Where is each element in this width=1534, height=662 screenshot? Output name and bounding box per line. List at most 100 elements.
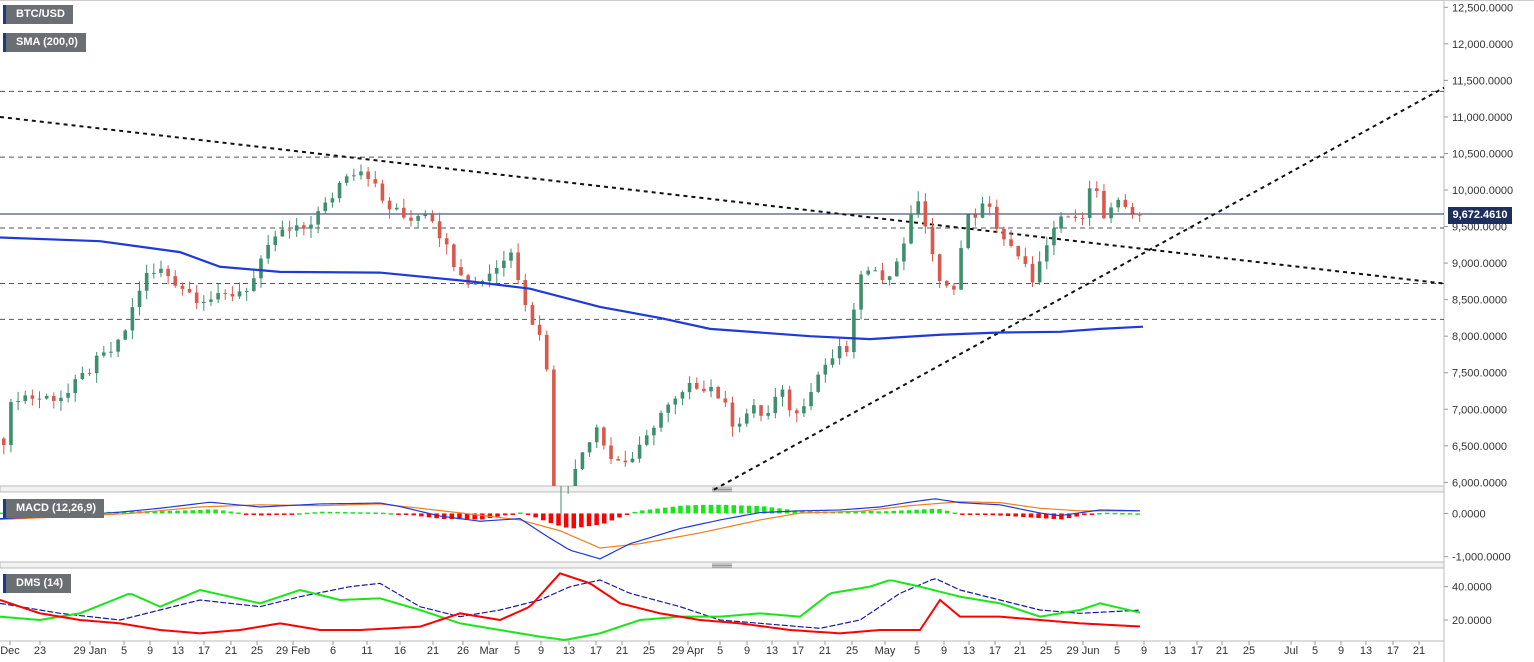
candle-up <box>94 355 99 374</box>
candle-up <box>16 401 20 403</box>
time-axis-label: 13 <box>963 645 975 657</box>
candle-up <box>580 452 585 469</box>
candle-up <box>666 404 670 413</box>
macd-histogram-bar-negative <box>586 513 592 527</box>
candle-up <box>680 392 685 399</box>
time-axis-label: 25 <box>846 645 858 657</box>
candle-up <box>480 281 485 283</box>
macd-histogram-bar-negative <box>998 513 1003 516</box>
macd-histogram-bar-positive <box>388 513 394 515</box>
candle-up <box>902 243 906 262</box>
macd-histogram-bar-positive <box>190 510 195 514</box>
macd-histogram-bar-positive <box>297 513 302 515</box>
time-axis-label: 13 <box>1164 645 1176 657</box>
candle-down <box>794 410 799 414</box>
candle-down <box>787 389 792 411</box>
candle-up <box>244 290 249 292</box>
candle-down <box>366 171 370 179</box>
candle-up <box>337 182 342 199</box>
macd-histogram-bar-positive <box>0 512 5 515</box>
candle-up <box>316 211 320 225</box>
time-axis-label: 17 <box>590 645 602 657</box>
candle-up <box>359 171 363 176</box>
macd-histogram-bar-negative <box>990 513 996 516</box>
price-axis-label: 7,000.0000 <box>1452 404 1507 416</box>
candle-up <box>773 396 778 414</box>
candle-down <box>609 445 613 459</box>
candle-down <box>387 200 392 210</box>
candle-down <box>459 267 463 276</box>
price-axis-label: 9,000.0000 <box>1452 258 1507 270</box>
price-axis-label: 12,000.0000 <box>1452 39 1513 51</box>
candle-down <box>530 305 535 325</box>
candle-up <box>852 309 856 353</box>
macd-histogram-bar-negative <box>1021 513 1026 517</box>
dms-panel[interactable] <box>0 572 1141 641</box>
symbol-label[interactable]: BTC/USD <box>3 5 73 24</box>
candle-down <box>880 270 885 281</box>
candle-down <box>180 285 185 289</box>
candle-up <box>1037 261 1042 283</box>
candle-up <box>487 273 492 282</box>
macd-histogram-bar-positive <box>350 512 356 514</box>
candle-up <box>473 281 478 285</box>
time-axis-label: 17 <box>989 645 1001 657</box>
price-axis-label: 10,500.0000 <box>1452 148 1513 160</box>
macd-histogram-bar-positive <box>952 512 957 515</box>
candle-down <box>466 275 470 285</box>
macd-histogram-bar-positive <box>891 510 897 514</box>
time-axis-label: 21 <box>1216 645 1228 657</box>
macd-histogram-bar-positive <box>701 504 706 514</box>
price-axis-label: 9,500.0000 <box>1452 222 1507 234</box>
macd-histogram-bar-positive <box>205 509 211 514</box>
macd-histogram-bar-positive <box>220 510 226 514</box>
candle-down <box>87 372 92 374</box>
macd-histogram-bar-positive <box>762 506 767 514</box>
macd-axis-label: -1,000.0000 <box>1452 552 1511 564</box>
time-axis-label: 11 <box>361 645 372 657</box>
time-axis-label: Mar <box>480 645 499 657</box>
candle-up <box>587 442 592 453</box>
candle-up <box>102 352 106 356</box>
macd-histogram-bar-positive <box>373 512 378 514</box>
sma-overlay-label[interactable]: SMA (200,0) <box>3 33 86 52</box>
macd-histogram-bar-positive <box>685 505 691 514</box>
candle-down <box>287 229 292 231</box>
dms-indicator-label[interactable]: DMS (14) <box>3 574 72 593</box>
candle-up <box>866 270 870 275</box>
time-axis-label: 9 <box>147 645 153 657</box>
price-panel[interactable] <box>0 86 1445 514</box>
time-axis-label: 21 <box>1413 645 1425 657</box>
candle-up <box>594 427 599 443</box>
time-axis-label: 25 <box>251 645 263 657</box>
candle-down <box>1094 188 1099 192</box>
candle-down <box>694 382 699 389</box>
candle-up <box>1059 216 1063 229</box>
candle-down <box>759 405 763 416</box>
adx-line <box>0 578 1141 629</box>
macd-histogram-bar-positive <box>358 512 363 514</box>
macd-histogram-bar-negative <box>556 513 561 526</box>
macd-histogram-bar-negative <box>510 513 516 515</box>
time-axis-label: 5 <box>514 645 520 657</box>
candle-down <box>516 252 520 281</box>
time-axis-label: 6 <box>330 645 336 657</box>
macd-panel[interactable] <box>0 498 1141 560</box>
candle-up <box>916 201 920 214</box>
candle-up <box>873 270 878 272</box>
macd-histogram-bar-positive <box>342 512 348 514</box>
candle-up <box>673 398 678 405</box>
candle-up <box>752 405 756 414</box>
candle-up <box>630 458 635 463</box>
candle-up <box>494 268 499 274</box>
macd-histogram-bar-negative <box>1028 513 1034 518</box>
macd-indicator-label[interactable]: MACD (12,26,9) <box>3 499 105 518</box>
macd-histogram-bar-positive <box>1120 512 1125 515</box>
candle-down <box>52 395 56 401</box>
candle-up <box>416 216 420 221</box>
candle-down <box>380 183 385 201</box>
candle-up <box>73 379 78 394</box>
macd-histogram-bar-positive <box>769 507 775 514</box>
candle-up <box>637 444 642 459</box>
macd-histogram-bar-positive <box>792 510 797 514</box>
